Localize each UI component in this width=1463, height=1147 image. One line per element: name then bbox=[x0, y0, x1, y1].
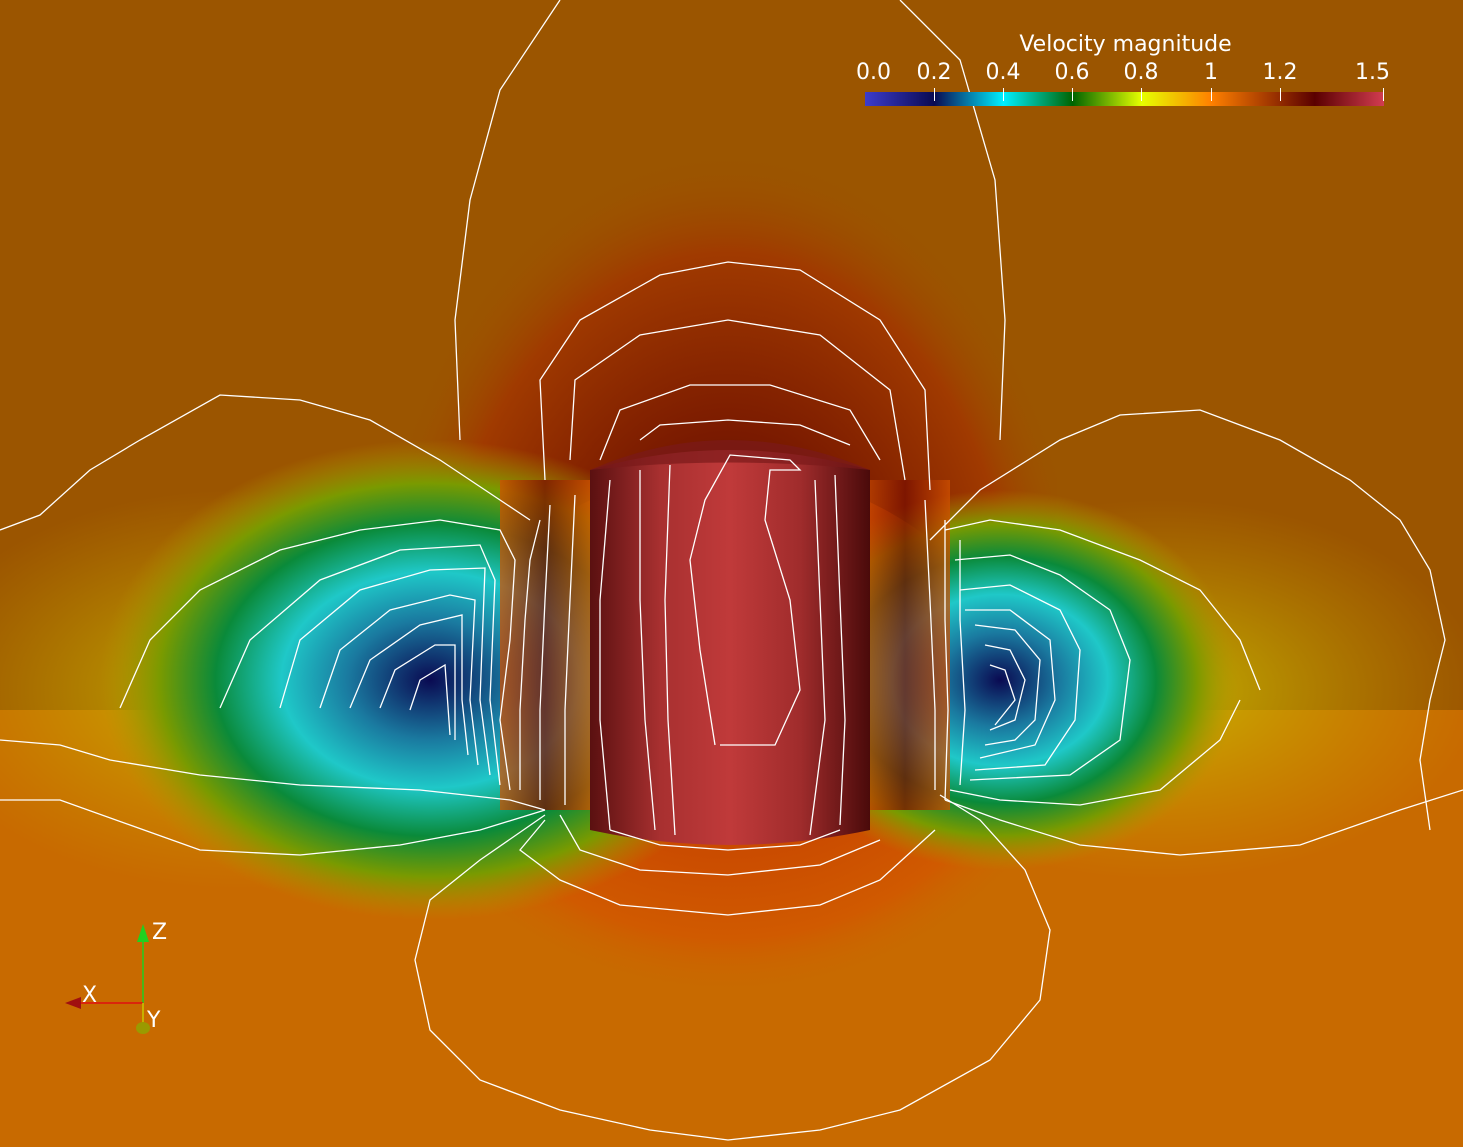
tick-label-2: 0.4 bbox=[985, 60, 1021, 85]
tick-mark-6 bbox=[1280, 88, 1281, 101]
orientation-axes-graphic bbox=[65, 924, 150, 1034]
tick-mark-2 bbox=[1003, 88, 1004, 101]
colorbar bbox=[865, 92, 1384, 106]
right-band bbox=[860, 480, 950, 810]
tick-label-1: 0.2 bbox=[916, 60, 952, 85]
tick-label-7: 1.5 bbox=[1355, 60, 1390, 85]
z-axis-arrowhead bbox=[137, 924, 149, 942]
z-axis-label: Z bbox=[152, 920, 168, 945]
tick-mark-4 bbox=[1141, 88, 1142, 101]
tick-mark-5 bbox=[1211, 88, 1212, 101]
tick-label-0: 0.0 bbox=[856, 60, 891, 85]
tick-label-5: 1 bbox=[1204, 60, 1218, 85]
tick-label-6: 1.2 bbox=[1262, 60, 1298, 85]
scalar-bar-legend[interactable]: Velocity magnitude 0.0 0.2 0.4 0.6 0.8 1… bbox=[856, 30, 1393, 120]
tick-label-3: 0.6 bbox=[1054, 60, 1090, 85]
left-band bbox=[500, 480, 590, 810]
x-axis-label: X bbox=[82, 983, 98, 1008]
x-axis-arrowhead bbox=[65, 997, 81, 1009]
orientation-axes[interactable]: Z X Y bbox=[55, 918, 175, 1048]
y-axis-arrowhead bbox=[136, 1022, 150, 1034]
tick-mark-1 bbox=[934, 88, 935, 101]
tick-mark-7 bbox=[1383, 88, 1384, 101]
legend-title: Velocity magnitude bbox=[1019, 32, 1232, 57]
central-body bbox=[590, 450, 870, 845]
tick-label-4: 0.8 bbox=[1123, 60, 1159, 85]
y-axis-label: Y bbox=[147, 1008, 161, 1033]
tick-mark-3 bbox=[1072, 88, 1073, 101]
